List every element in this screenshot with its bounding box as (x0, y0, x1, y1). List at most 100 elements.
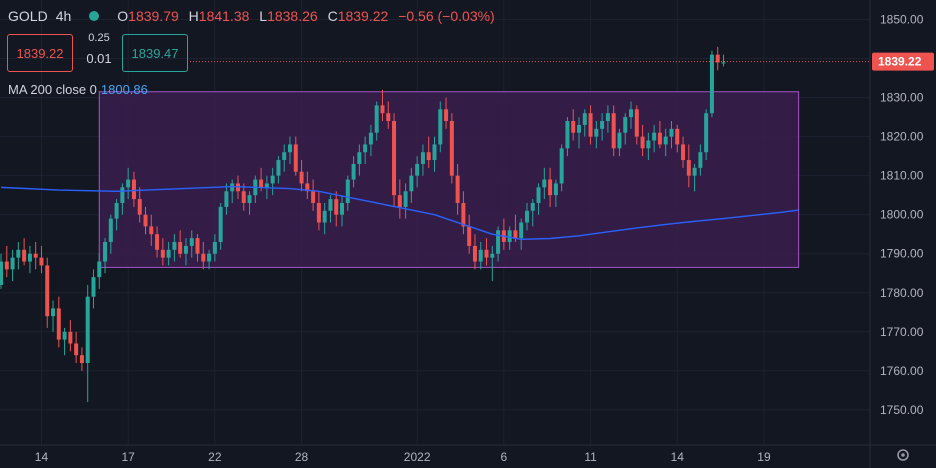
candle-body (218, 206, 223, 243)
candle-body (293, 144, 298, 172)
candle-body (160, 249, 165, 258)
candle (299, 160, 304, 192)
candle (380, 89, 385, 122)
candle (241, 183, 246, 211)
candle-body (715, 54, 720, 63)
candle-body (270, 175, 275, 184)
quantity-value[interactable]: 0.01 (86, 51, 112, 66)
candle-body (91, 277, 96, 297)
candle (270, 167, 275, 196)
candle (681, 136, 686, 168)
candle-body (692, 167, 697, 176)
candle-body (438, 109, 443, 145)
candle-body (143, 214, 148, 227)
candle (288, 136, 292, 164)
candle-body (432, 144, 437, 161)
symbol-label[interactable]: GOLD (8, 8, 48, 24)
ma-legend[interactable]: MA 200 close 0 1800.86 (8, 82, 148, 97)
candle (120, 183, 125, 215)
gear-icon[interactable] (897, 449, 909, 461)
buy-button[interactable]: 1839.47 (122, 34, 188, 72)
candle-body (178, 242, 183, 254)
candle-body (51, 308, 56, 317)
candle (108, 214, 113, 254)
candle-body (172, 242, 177, 250)
candle (409, 167, 414, 203)
interval-label[interactable]: 4h (55, 8, 72, 24)
candle-body (201, 253, 206, 262)
candle-body (392, 121, 397, 196)
candle-body (0, 261, 3, 285)
candle-body (259, 179, 264, 188)
candle-body (334, 199, 339, 215)
candle (322, 202, 327, 235)
y-tick-label: 1810.00 (880, 169, 924, 183)
candle (212, 234, 217, 262)
x-tick-label: 2022 (404, 450, 431, 464)
candle (79, 347, 84, 371)
candle (403, 183, 408, 219)
candle-body (386, 113, 391, 122)
candle-body (415, 163, 420, 176)
candle (669, 121, 674, 149)
candle-body (328, 199, 333, 211)
candle (588, 105, 593, 145)
candle-body (305, 183, 310, 192)
candle (704, 109, 709, 161)
candle-body (444, 109, 449, 122)
candle-body (85, 296, 90, 364)
candle (368, 124, 373, 157)
candle (305, 171, 310, 200)
price-axis[interactable]: 1750.00 1760.00 1770.00 1780.00 1790.00 1800.… (869, 0, 924, 468)
candle (536, 183, 541, 215)
candle (293, 136, 298, 176)
candle-body (137, 199, 142, 215)
candle-body (652, 132, 657, 141)
candle (698, 144, 703, 176)
candle-body (149, 226, 154, 235)
candle (524, 202, 529, 231)
candle-body (207, 253, 212, 262)
candle (577, 117, 581, 149)
candle-body (212, 242, 217, 254)
candle (444, 97, 449, 129)
candle (617, 128, 622, 157)
candle-body (4, 261, 9, 270)
candle (328, 195, 333, 223)
candle-body (403, 191, 408, 207)
candle-body (553, 183, 558, 196)
candle (675, 124, 680, 153)
candle (652, 124, 657, 153)
candle-body (340, 202, 345, 215)
candle-body (559, 148, 564, 184)
candle-body (686, 160, 691, 176)
candle-body (611, 113, 616, 149)
change-value: −0.56 (−0.03%) (398, 8, 495, 24)
candle (27, 245, 32, 274)
candle (392, 113, 397, 207)
candle (548, 167, 553, 207)
sell-button[interactable]: 1839.22 (7, 34, 73, 72)
candle (91, 269, 96, 309)
candle-body (56, 308, 61, 340)
candle (316, 191, 321, 231)
candle (386, 101, 391, 129)
candle (415, 156, 420, 188)
candle (4, 245, 9, 278)
candle (311, 179, 316, 211)
candle-body (79, 355, 84, 364)
ma-200-line (0, 185, 799, 240)
candle (623, 113, 628, 145)
candle (131, 171, 136, 207)
candle-body (571, 121, 576, 133)
candle (51, 300, 56, 332)
time-axis[interactable]: 14 17 22 28 2022 6 11 14 19 (0, 444, 936, 464)
last-price-tag: 1839.22 (872, 52, 934, 71)
candle (438, 101, 443, 153)
candle (542, 167, 547, 200)
candle-body (155, 234, 160, 250)
candle (137, 187, 142, 223)
candle (357, 144, 362, 176)
candle-body (467, 226, 472, 246)
